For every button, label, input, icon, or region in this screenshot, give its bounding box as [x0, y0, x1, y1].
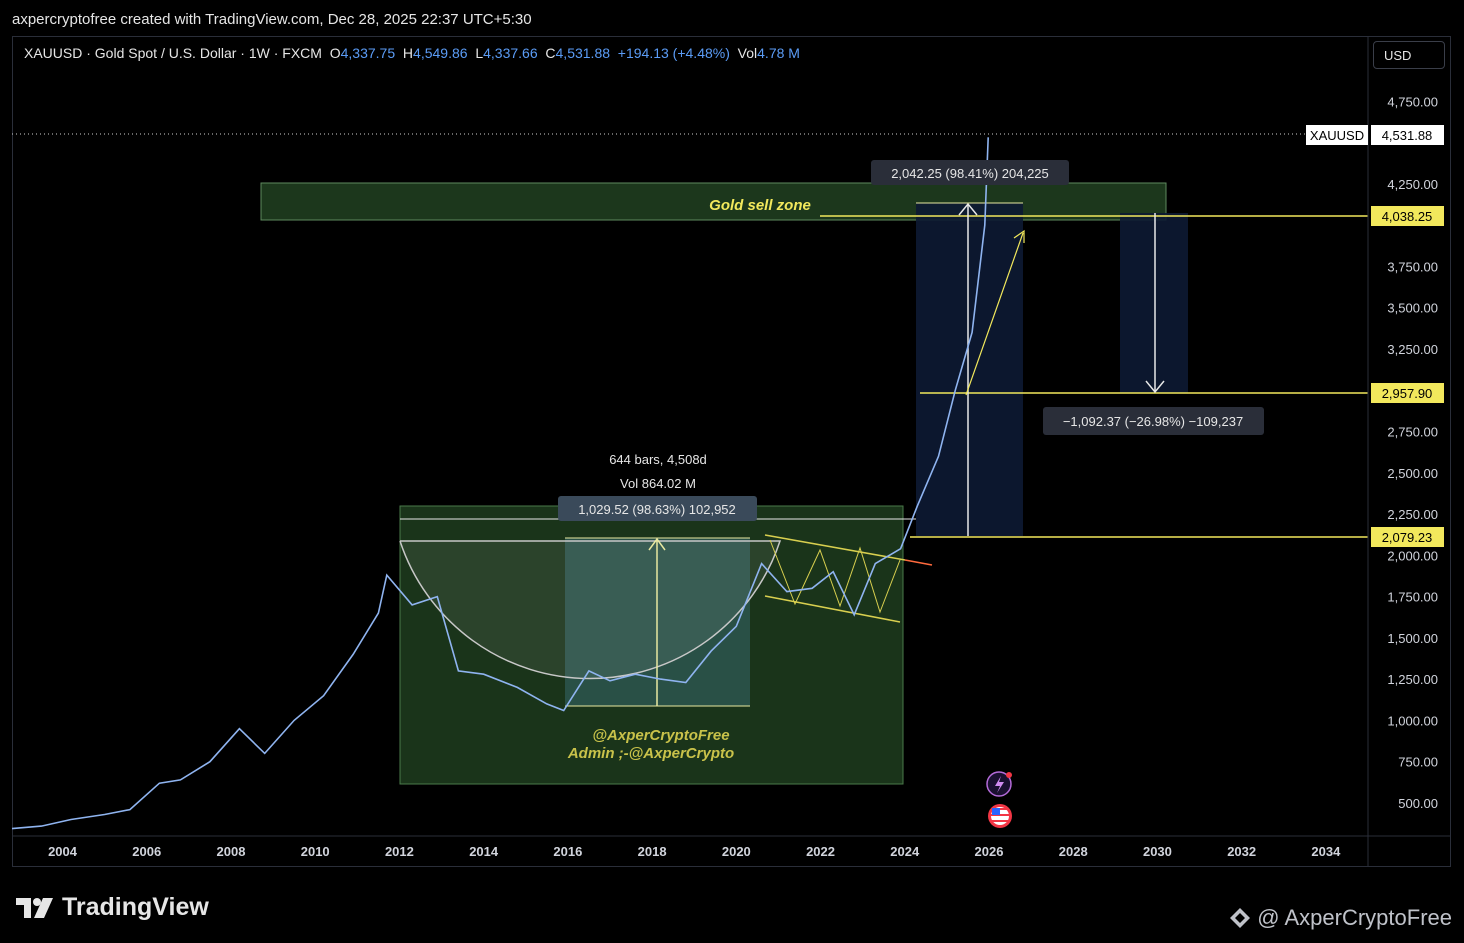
y-tick-label: 750.00	[1398, 755, 1438, 770]
currency-button[interactable]: USD	[1373, 41, 1445, 69]
trend-arrowhead	[1013, 229, 1025, 243]
x-tick-label: 2012	[385, 844, 414, 859]
price-line	[11, 137, 989, 830]
rise-measure-arrowhead	[958, 202, 978, 216]
x-tick-label: 2024	[890, 844, 920, 859]
x-tick-label: 2034	[1311, 844, 1341, 859]
breakout-tick	[904, 559, 933, 566]
y-tick-label: 1,500.00	[1387, 631, 1438, 646]
y-tick-label: 500.00	[1398, 796, 1438, 811]
drop-measure-arrowhead	[1145, 380, 1165, 394]
author-credit: @ AxperCryptoFree	[1229, 905, 1452, 931]
range-top-badge	[871, 160, 1069, 185]
close-value: 4,531.88	[555, 45, 611, 61]
cup-measure-arrowhead	[648, 537, 666, 551]
watermark-handle: @AxperCryptoFree	[592, 727, 729, 744]
y-tick-label: 3,250.00	[1387, 342, 1438, 357]
us-flag-icon[interactable]	[988, 804, 1012, 828]
channel-bottom	[764, 595, 901, 623]
low-label: L	[475, 45, 484, 61]
y-tick-label: 1,750.00	[1387, 590, 1438, 605]
price-series	[11, 137, 989, 830]
x-tick-label: 2022	[806, 844, 835, 859]
x-tick-label: 2016	[553, 844, 582, 859]
x-tick-label: 2032	[1227, 844, 1256, 859]
x-tick-label: 2010	[301, 844, 330, 859]
rise-measure-box	[916, 203, 1023, 536]
y-tick-label: 1,000.00	[1387, 713, 1438, 728]
x-tick-label: 2026	[975, 844, 1004, 859]
range-top-label: 2,042.25 (98.41%) 204,225	[891, 166, 1049, 181]
sell-level-tag: 4,038.25	[1382, 209, 1433, 224]
volume-value: 4.78 M	[757, 45, 800, 61]
symbol-tag: XAUUSD	[1310, 128, 1364, 143]
snapshot-credit: axpercryptofree created with TradingView…	[12, 11, 532, 28]
tradingview-logo-icon	[16, 897, 53, 918]
y-tick-label: 2,000.00	[1387, 548, 1438, 563]
x-tick-label: 2008	[217, 844, 246, 859]
y-tick-label: 2,500.00	[1387, 466, 1438, 481]
y-tick-label: 4,250.00	[1387, 177, 1438, 192]
drop-measure-box	[1120, 213, 1188, 393]
x-tick-label: 2020	[722, 844, 751, 859]
range-cup-label: 1,029.52 (98.63%) 102,952	[578, 502, 736, 517]
trend-arrow	[965, 232, 1024, 396]
high-label: H	[402, 45, 414, 61]
channel-top	[764, 534, 906, 561]
last-price-tag-bg	[1371, 125, 1444, 145]
zigzag	[769, 539, 901, 614]
tradingview-wordmark: TradingView	[62, 893, 209, 921]
chart-frame	[12, 36, 1451, 867]
drawings-layer	[12, 133, 1368, 785]
author-diamond-icon	[1230, 908, 1251, 928]
base-level-tag-bg	[1371, 527, 1444, 547]
open-label: O	[329, 45, 341, 61]
vol-info-label: Vol 864.02 M	[620, 476, 696, 491]
x-tick-label: 2028	[1059, 844, 1088, 859]
sell-level-tag-bg	[1371, 206, 1444, 226]
close-label: C	[545, 45, 556, 61]
last-price-tag: 4,531.88	[1382, 128, 1433, 143]
low-value: 4,337.66	[483, 45, 538, 61]
y-tick-label: 4,750.00	[1387, 94, 1438, 109]
y-tick-label: 3,750.00	[1387, 259, 1438, 274]
x-tick-label: 2018	[638, 844, 667, 859]
flash-event-icon[interactable]	[986, 771, 1012, 797]
base-level-tag: 2,079.23	[1382, 530, 1433, 545]
range-cup-badge	[558, 496, 757, 521]
range-drop-label: −1,092.37 (−26.98%) −109,237	[1063, 414, 1243, 429]
ohlc-legend: XAUUSD · Gold Spot / U.S. Dollar · 1W · …	[24, 45, 800, 61]
y-tick-label: 3,500.00	[1387, 301, 1438, 316]
bars-info-label: 644 bars, 4,508d	[609, 452, 707, 467]
high-value: 4,549.86	[413, 45, 468, 61]
open-value: 4,337.75	[340, 45, 396, 61]
watermark-admin: Admin ;-@AxperCrypto	[567, 745, 734, 762]
x-tick-label: 2006	[132, 844, 161, 859]
volume-label: Vol	[737, 45, 758, 61]
y-tick-label: 2,750.00	[1387, 424, 1438, 439]
cup-arc	[399, 540, 782, 680]
target-level-tag-bg	[1371, 383, 1444, 403]
y-tick-label: 2,250.00	[1387, 507, 1438, 522]
change-value: +194.13 (+4.48%)	[617, 45, 730, 61]
y-tick-label: 1,250.00	[1387, 672, 1438, 687]
author-handle: @ AxperCryptoFree	[1257, 905, 1452, 930]
x-tick-label: 2030	[1143, 844, 1172, 859]
tradingview-logo[interactable]: TradingView	[16, 893, 209, 922]
x-tick-label: 2014	[469, 844, 499, 859]
y-axis: 500.00 750.00 1,000.00 1,250.00 1,500.00 1,75…	[1367, 37, 1438, 866]
sell-zone-label: Gold sell zone	[709, 197, 811, 214]
target-level-tag: 2,957.90	[1382, 386, 1433, 401]
x-tick-label: 2004	[48, 844, 78, 859]
symbol-description[interactable]: XAUUSD · Gold Spot / U.S. Dollar · 1W · …	[24, 45, 322, 61]
range-drop-badge	[1043, 407, 1264, 435]
x-axis: 2004 2006 2008 2010 2012 2014 2016 2018 2020 2022…	[12, 835, 1451, 859]
symbol-tag-bg	[1306, 125, 1368, 145]
